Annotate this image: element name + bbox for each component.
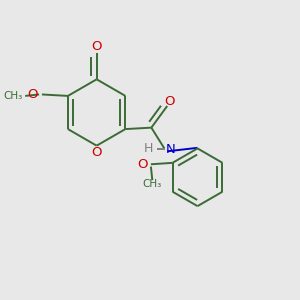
- Text: O: O: [28, 88, 38, 101]
- Text: CH₃: CH₃: [3, 91, 22, 101]
- Text: O: O: [92, 146, 102, 158]
- Text: N: N: [166, 143, 175, 156]
- Text: O: O: [92, 40, 102, 53]
- Text: CH₃: CH₃: [143, 179, 162, 190]
- Text: H: H: [144, 142, 153, 155]
- Text: O: O: [164, 95, 175, 108]
- Text: O: O: [137, 158, 147, 171]
